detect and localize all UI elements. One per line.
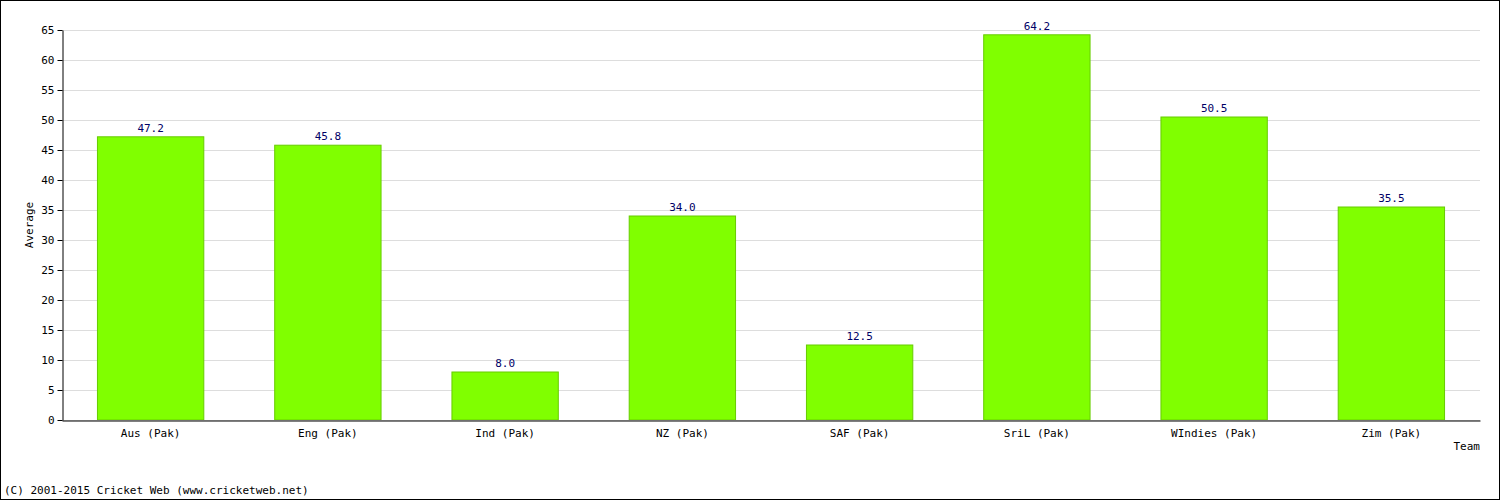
y-tick: 50	[41, 114, 62, 127]
y-tick: 20	[41, 294, 62, 307]
data-label: 47.2	[137, 122, 164, 135]
x-tick: Ind (Pak)	[475, 421, 535, 441]
y-tick-label: 5	[48, 384, 55, 397]
y-tick-label: 60	[41, 54, 54, 67]
y-tick-label: 40	[41, 174, 54, 187]
grid-line	[62, 30, 1480, 31]
y-axis-title: Average	[23, 202, 36, 248]
bar	[97, 137, 203, 420]
grid-line	[62, 90, 1480, 91]
y-tick-mark	[58, 390, 63, 391]
x-axis-line	[63, 421, 1481, 422]
x-tick: NZ (Pak)	[656, 421, 709, 441]
data-label: 34.0	[669, 201, 696, 214]
x-tick: Eng (Pak)	[298, 421, 358, 441]
data-label: 45.8	[315, 130, 342, 143]
x-tick-label: Eng (Pak)	[298, 427, 358, 440]
y-tick-label: 30	[41, 234, 54, 247]
bar	[275, 145, 381, 420]
x-tick-label: Zim (Pak)	[1362, 427, 1422, 440]
y-axis-line	[63, 31, 64, 421]
y-tick-label: 10	[41, 354, 54, 367]
bar	[452, 372, 558, 420]
bar	[806, 345, 912, 420]
y-tick-label: 25	[41, 264, 54, 277]
y-tick-label: 55	[41, 84, 54, 97]
y-tick: 15	[41, 324, 62, 337]
y-tick-label: 35	[41, 204, 54, 217]
grid	[62, 31, 1480, 421]
x-axis: Aus (Pak) Eng (Pak) Ind (Pak) NZ (Pak) SAF (…	[63, 421, 1481, 441]
grid-line	[62, 60, 1480, 61]
y-tick: 5	[48, 384, 63, 397]
annotation: (C) 2001-2015 Cricket Web (www.cricketwe…	[4, 484, 309, 497]
y-tick-mark	[58, 240, 63, 241]
y-tick-mark	[58, 330, 63, 331]
y-tick: 25	[41, 264, 62, 277]
x-tick: Zim (Pak)	[1362, 421, 1422, 441]
data-label: 8.0	[495, 357, 515, 370]
y-tick-mark	[58, 90, 63, 91]
y-tick-mark	[58, 30, 63, 31]
grid-line	[62, 420, 1480, 421]
x-tick: SAF (Pak)	[830, 421, 890, 441]
bar	[1161, 117, 1267, 420]
y-tick-mark	[58, 210, 63, 211]
x-tick-label: WIndies (Pak)	[1171, 427, 1257, 440]
data-label: 64.2	[1024, 20, 1051, 33]
y-tick: 0	[48, 414, 63, 427]
bar	[1338, 207, 1444, 420]
y-tick: 60	[41, 54, 62, 67]
y-tick-label: 45	[41, 144, 54, 157]
y-tick: 45	[41, 144, 62, 157]
x-tick: SriL (Pak)	[1004, 421, 1070, 441]
data-label: 12.5	[846, 330, 873, 343]
bars	[97, 35, 1444, 420]
data-label: 50.5	[1201, 102, 1228, 115]
x-tick-label: SAF (Pak)	[830, 427, 890, 440]
x-tick-label: Aus (Pak)	[121, 427, 181, 440]
y-tick-label: 15	[41, 324, 54, 337]
y-tick-label: 50	[41, 114, 54, 127]
y-tick: 65	[41, 24, 62, 37]
x-tick-label: Ind (Pak)	[475, 427, 535, 440]
bar	[629, 216, 735, 420]
y-tick-mark	[58, 360, 63, 361]
y-axis: 0 5 10 15 20 25 30 35 40 45 50 55 60 65	[41, 24, 63, 427]
y-tick-label: 20	[41, 294, 54, 307]
y-tick-mark	[58, 180, 63, 181]
y-tick: 55	[41, 84, 62, 97]
y-tick-mark	[58, 300, 63, 301]
x-tick: WIndies (Pak)	[1171, 421, 1257, 441]
y-tick: 30	[41, 234, 62, 247]
x-tick: Aus (Pak)	[121, 421, 181, 441]
y-tick-mark	[58, 420, 63, 421]
y-tick-label: 0	[48, 414, 55, 427]
chart: 47.2 45.8 8.0 34.0 12.5 64.2 50.5 35.5 0 5 10 15 20 2…	[0, 0, 1500, 500]
x-axis-title: Team	[1454, 440, 1481, 453]
x-tick-label: NZ (Pak)	[656, 427, 709, 440]
y-tick-mark	[58, 60, 63, 61]
data-labels: 47.2 45.8 8.0 34.0 12.5 64.2 50.5 35.5	[137, 20, 1404, 370]
y-tick-mark	[58, 150, 63, 151]
y-tick-mark	[58, 120, 63, 121]
x-tick-label: SriL (Pak)	[1004, 427, 1070, 440]
frame	[1, 1, 1500, 500]
y-tick: 35	[41, 204, 62, 217]
y-tick: 10	[41, 354, 62, 367]
y-tick-label: 65	[41, 24, 54, 37]
bar	[984, 35, 1090, 420]
y-tick-mark	[58, 270, 63, 271]
y-tick: 40	[41, 174, 62, 187]
data-label: 35.5	[1378, 192, 1405, 205]
